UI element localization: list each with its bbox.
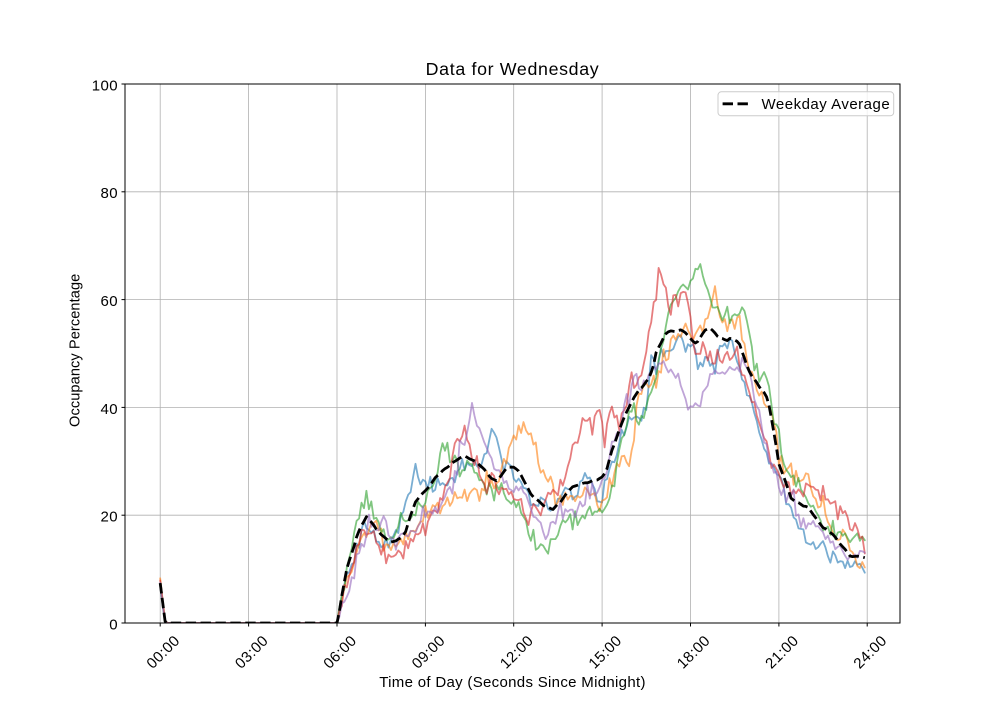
svg-text:Weekday Average: Weekday Average: [762, 96, 891, 113]
svg-text:40: 40: [100, 401, 118, 418]
svg-text:Occupancy Percentage: Occupancy Percentage: [68, 274, 84, 427]
svg-text:0: 0: [109, 616, 118, 633]
svg-text:60: 60: [100, 293, 118, 310]
svg-text:100: 100: [92, 77, 118, 94]
svg-text:20: 20: [100, 509, 118, 526]
svg-text:Data for Wednesday: Data for Wednesday: [426, 59, 600, 79]
svg-text:80: 80: [100, 185, 118, 202]
svg-text:Time of Day (Seconds Since Mid: Time of Day (Seconds Since Midnight): [379, 674, 646, 691]
